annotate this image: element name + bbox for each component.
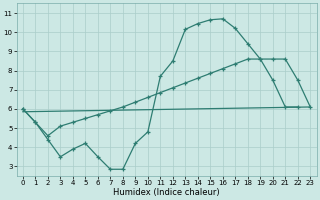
X-axis label: Humidex (Indice chaleur): Humidex (Indice chaleur) [113,188,220,197]
